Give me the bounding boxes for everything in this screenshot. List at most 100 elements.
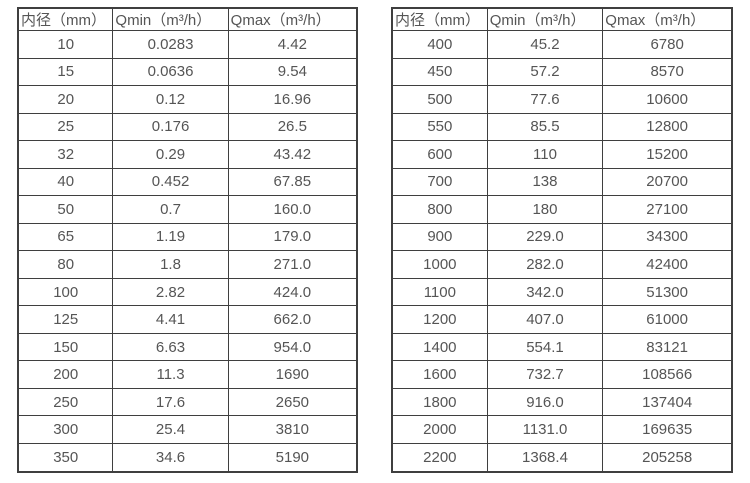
table-cell: 500 [391, 85, 488, 114]
column-header-qmax: Qmax（m³/h） [227, 7, 358, 31]
table-cell: 2.82 [112, 277, 229, 307]
table-cell: 205258 [602, 442, 733, 473]
table-cell: 138 [486, 167, 604, 197]
table-row: 150 6.63 954.0 [17, 332, 358, 362]
table-row: 1100 342.0 51300 [391, 277, 733, 307]
table-cell: 150 [17, 332, 114, 362]
table-cell: 732.7 [486, 360, 604, 389]
table-row: 1800 916.0 137404 [391, 387, 733, 417]
table-cell: 137404 [602, 387, 733, 417]
table-cell: 45.2 [486, 30, 604, 59]
table-cell: 1400 [391, 332, 488, 362]
table-cell: 67.85 [227, 167, 358, 197]
table-row: 10 0.0283 4.42 [17, 30, 358, 59]
table-row: 125 4.41 662.0 [17, 305, 358, 334]
table-cell: 9.54 [227, 57, 358, 87]
table-cell: 125 [17, 305, 114, 334]
table-cell: 550 [391, 112, 488, 142]
table-cell: 700 [391, 167, 488, 197]
table-cell: 42400 [602, 250, 733, 279]
table-cell: 407.0 [486, 305, 604, 334]
table-cell: 17.6 [112, 387, 229, 417]
table-cell: 800 [391, 195, 488, 224]
table-cell: 0.7 [112, 195, 229, 224]
table-cell: 25.4 [112, 415, 229, 444]
table-row: 200 11.3 1690 [17, 360, 358, 389]
table-row: 300 25.4 3810 [17, 415, 358, 444]
table-cell: 1000 [391, 250, 488, 279]
table-cell: 10600 [602, 85, 733, 114]
table-cell: 4.41 [112, 305, 229, 334]
table-cell: 85.5 [486, 112, 604, 142]
table-cell: 34.6 [112, 442, 229, 473]
table-cell: 15 [17, 57, 114, 87]
table-cell: 160.0 [227, 195, 358, 224]
table-cell: 11.3 [112, 360, 229, 389]
table-row: 800 180 27100 [391, 195, 733, 224]
table-cell: 0.0283 [112, 30, 229, 59]
table-cell: 110 [486, 140, 604, 169]
table-cell: 1200 [391, 305, 488, 334]
table-row: 1000 282.0 42400 [391, 250, 733, 279]
column-header-qmax: Qmax（m³/h） [602, 7, 733, 31]
table-cell: 10 [17, 30, 114, 59]
table-row: 25 0.176 26.5 [17, 112, 358, 142]
table-cell: 350 [17, 442, 114, 473]
table-row: 1600 732.7 108566 [391, 360, 733, 389]
table-cell: 12800 [602, 112, 733, 142]
table-cell: 1600 [391, 360, 488, 389]
flow-range-table-large-diameters: 内径（mm） Qmin（m³/h） Qmax（m³/h） 400 45.2 6780… [391, 7, 733, 473]
table-row: 80 1.8 271.0 [17, 250, 358, 279]
table-cell: 400 [391, 30, 488, 59]
table-cell: 1.8 [112, 250, 229, 279]
table-row: 600 110 15200 [391, 140, 733, 169]
table-cell: 61000 [602, 305, 733, 334]
table-cell: 0.0636 [112, 57, 229, 87]
table-cell: 1368.4 [486, 442, 604, 473]
table-row: 20 0.12 16.96 [17, 85, 358, 114]
column-header-qmin: Qmin（m³/h） [486, 7, 604, 31]
table-row: 1200 407.0 61000 [391, 305, 733, 334]
table-cell: 1100 [391, 277, 488, 307]
flow-range-table-small-diameters: 内径（mm） Qmin（m³/h） Qmax（m³/h） 10 0.0283 4.4… [17, 7, 358, 473]
table-cell: 282.0 [486, 250, 604, 279]
table-cell: 1.19 [112, 222, 229, 252]
table-cell: 32 [17, 140, 114, 169]
table-cell: 2200 [391, 442, 488, 473]
table-row: 2000 1131.0 169635 [391, 415, 733, 444]
table-cell: 0.29 [112, 140, 229, 169]
table-cell: 20700 [602, 167, 733, 197]
table-cell: 80 [17, 250, 114, 279]
table-cell: 108566 [602, 360, 733, 389]
table-cell: 3810 [227, 415, 358, 444]
table-row: 2200 1368.4 205258 [391, 442, 733, 473]
table-row: 700 138 20700 [391, 167, 733, 197]
table-cell: 51300 [602, 277, 733, 307]
table-cell: 43.42 [227, 140, 358, 169]
table-cell: 229.0 [486, 222, 604, 252]
table-cell: 0.12 [112, 85, 229, 114]
table-row: 400 45.2 6780 [391, 30, 733, 59]
table-cell: 1690 [227, 360, 358, 389]
table-row: 900 229.0 34300 [391, 222, 733, 252]
table-cell: 4.42 [227, 30, 358, 59]
table-cell: 5190 [227, 442, 358, 473]
table-cell: 100 [17, 277, 114, 307]
table-cell: 0.452 [112, 167, 229, 197]
table-row: 350 34.6 5190 [17, 442, 358, 473]
table-cell: 554.1 [486, 332, 604, 362]
table-cell: 662.0 [227, 305, 358, 334]
column-header-diameter: 内径（mm） [391, 7, 488, 31]
table-cell: 169635 [602, 415, 733, 444]
table-cell: 20 [17, 85, 114, 114]
table-cell: 25 [17, 112, 114, 142]
table-cell: 83121 [602, 332, 733, 362]
table-cell: 77.6 [486, 85, 604, 114]
table-cell: 954.0 [227, 332, 358, 362]
table-cell: 342.0 [486, 277, 604, 307]
table-cell: 450 [391, 57, 488, 87]
table-cell: 180 [486, 195, 604, 224]
header-row: 内径（mm） Qmin（m³/h） Qmax（m³/h） [391, 7, 733, 31]
table-cell: 2650 [227, 387, 358, 417]
table-cell: 2000 [391, 415, 488, 444]
